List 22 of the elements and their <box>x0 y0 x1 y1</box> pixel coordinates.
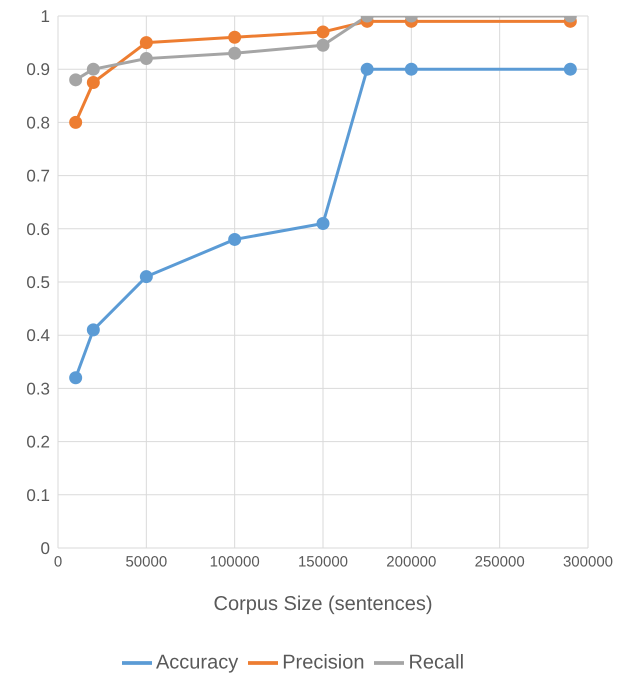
y-tick-label: 1 <box>40 7 50 26</box>
y-tick-label: 0.8 <box>26 113 50 132</box>
y-tick-label: 0 <box>40 539 50 558</box>
legend-label: Recall <box>408 651 464 674</box>
y-tick-label: 0.3 <box>26 379 50 398</box>
x-axis-title: Corpus Size (sentences) <box>214 593 432 615</box>
x-tick-label: 250000 <box>474 554 525 571</box>
y-tick-label: 0.9 <box>26 60 50 80</box>
y-tick-label: 0.2 <box>26 432 50 452</box>
x-tick-label: 300000 <box>562 554 614 571</box>
legend-label: Precision <box>282 651 364 674</box>
x-tick-label: 200000 <box>386 554 436 571</box>
y-tick-label: 0.7 <box>26 166 50 186</box>
y-tick-label: 0.1 <box>26 486 50 505</box>
x-tick-label: 50000 <box>125 554 168 571</box>
y-tick-label: 0.5 <box>26 273 50 292</box>
y-tick-label: 0.4 <box>26 326 50 346</box>
x-tick-label: 150000 <box>298 554 348 571</box>
legend-label: Accuracy <box>156 651 238 674</box>
y-tick-label: 0.6 <box>26 220 50 239</box>
x-tick-label: 0 <box>54 554 62 571</box>
x-tick-label: 100000 <box>210 554 260 571</box>
